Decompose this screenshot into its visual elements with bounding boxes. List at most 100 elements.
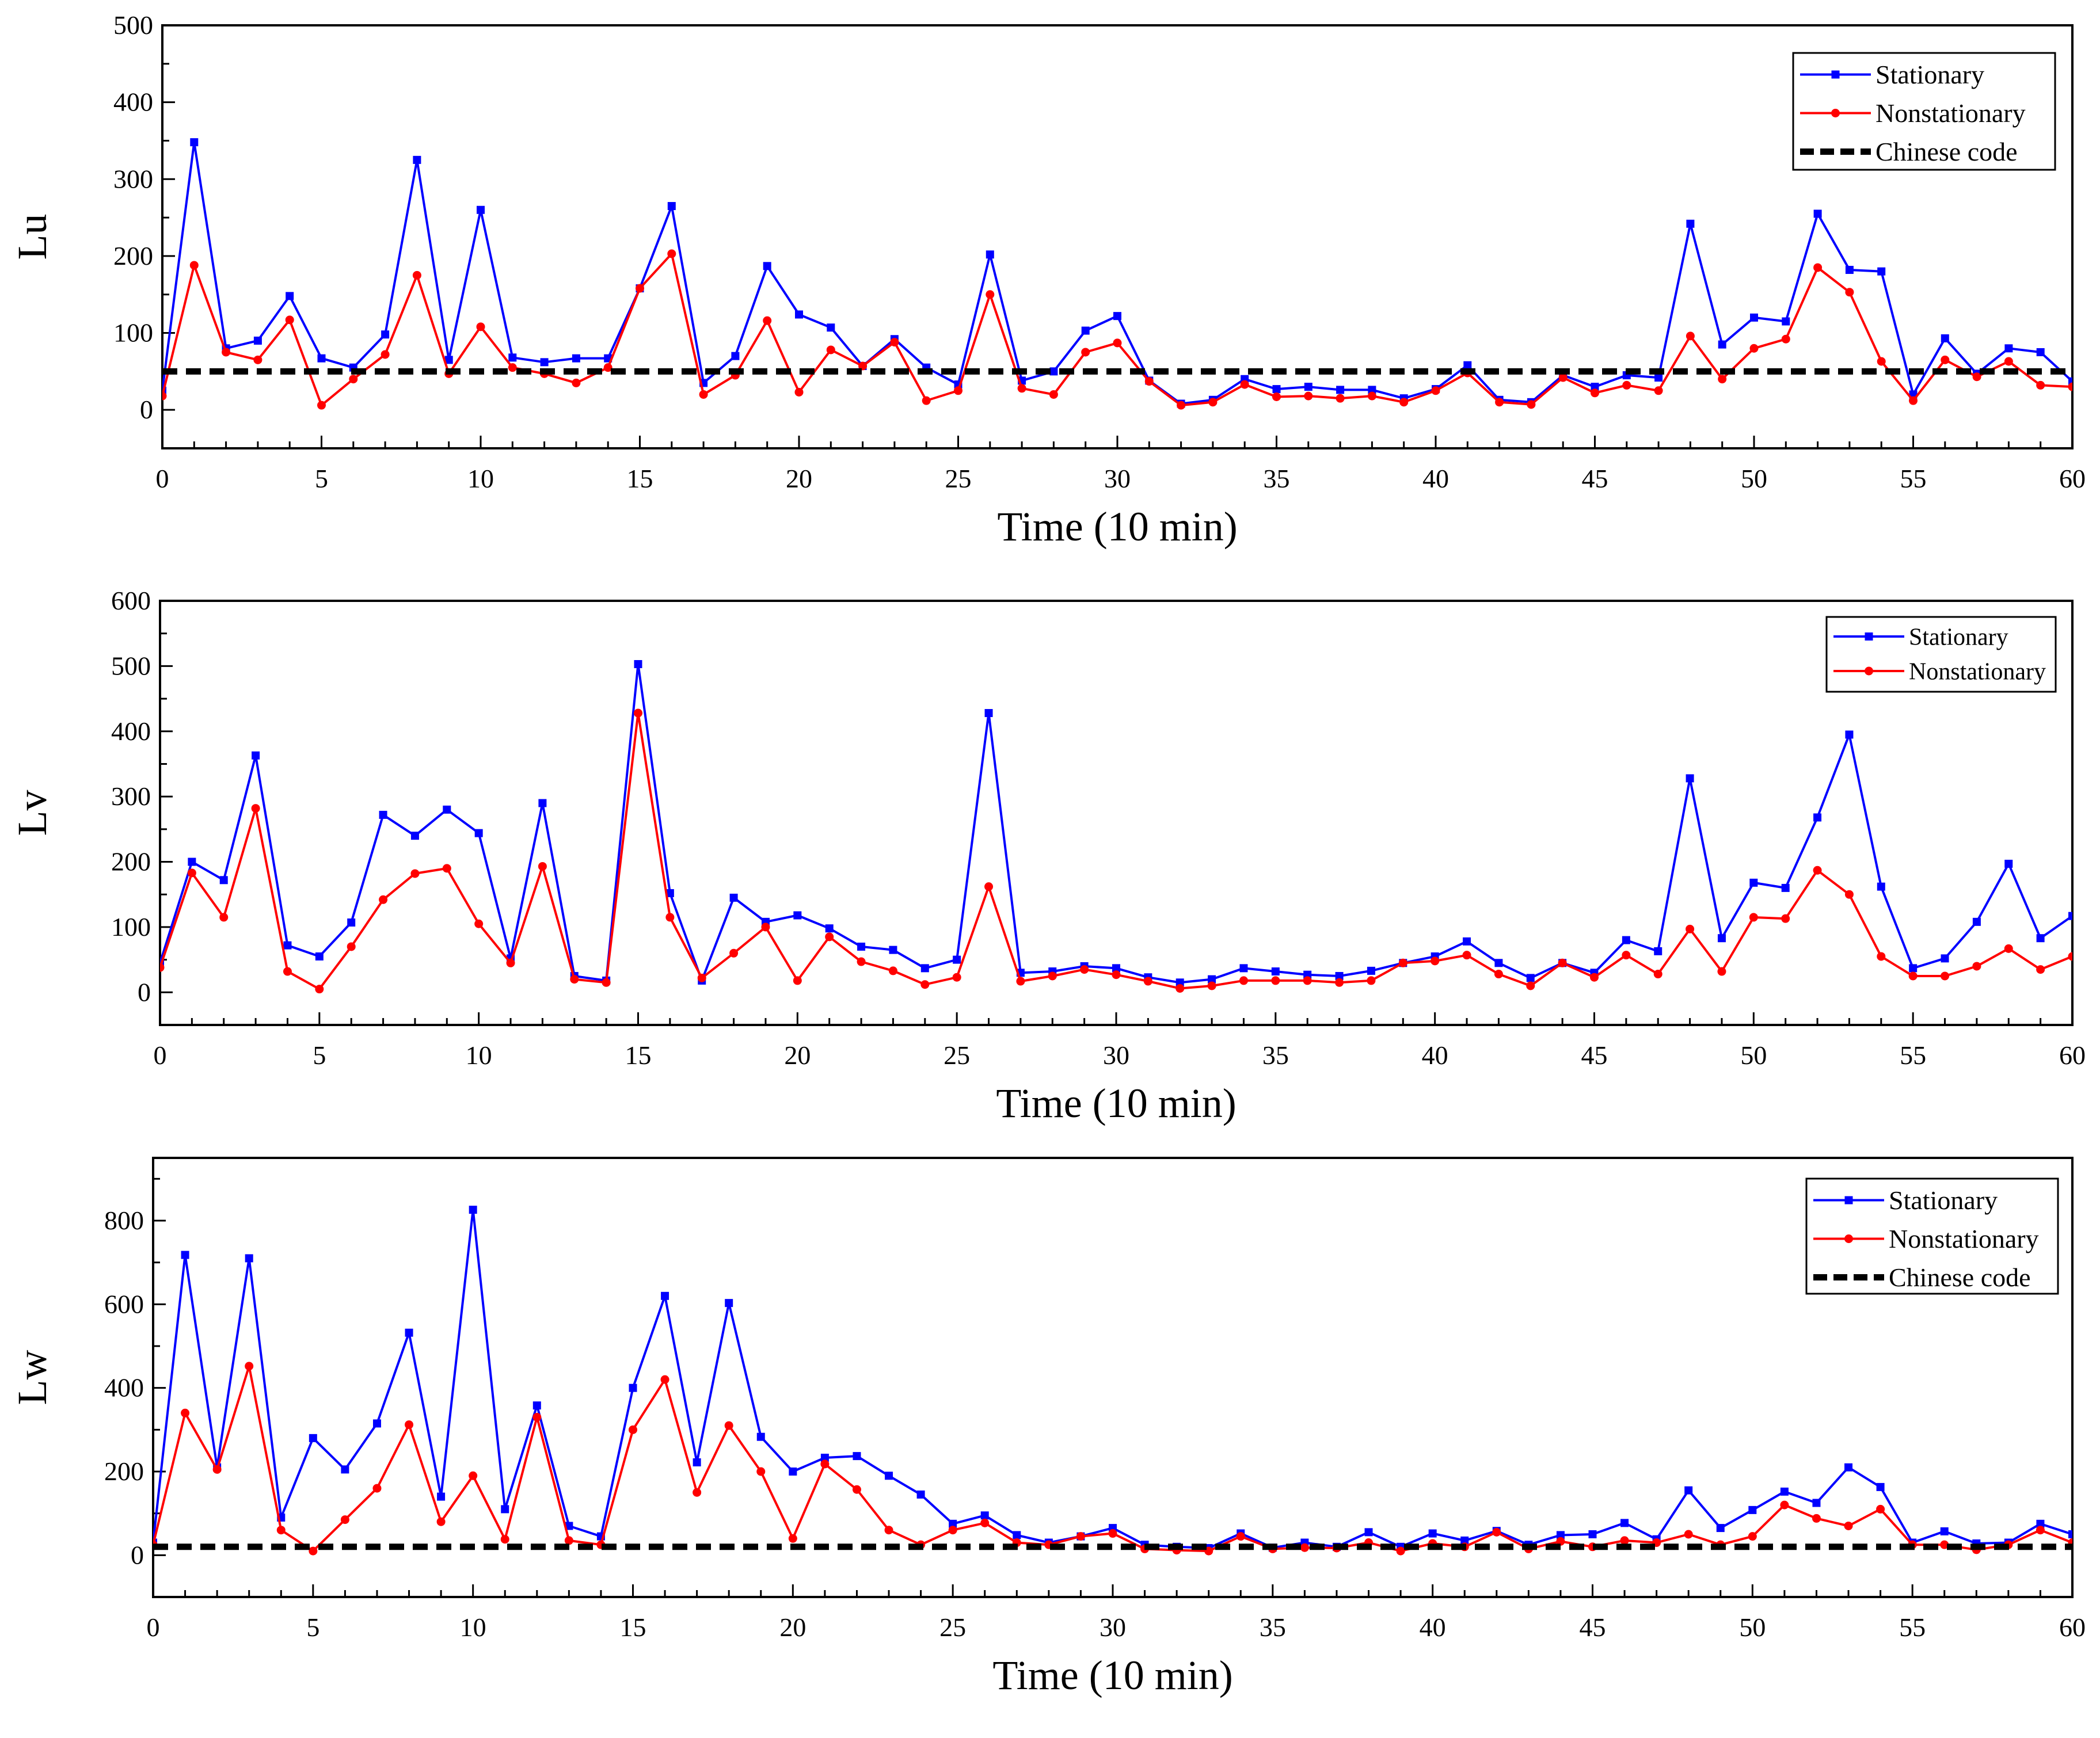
data-point-stationary bbox=[1844, 1463, 1853, 1472]
data-point-stationary bbox=[1622, 936, 1630, 944]
data-point-nonstationary bbox=[538, 862, 547, 871]
data-point-stationary bbox=[2036, 934, 2045, 943]
x-tick-label: 35 bbox=[1262, 1040, 1289, 1070]
data-point-stationary bbox=[665, 889, 674, 897]
y-tick-label: 100 bbox=[113, 318, 153, 348]
data-point-stationary bbox=[2036, 1519, 2045, 1528]
data-point-stationary bbox=[1175, 978, 1184, 987]
y-tick-label: 200 bbox=[111, 847, 151, 876]
data-point-nonstationary bbox=[506, 958, 515, 967]
legend: Stationary Nonstationary bbox=[1825, 616, 2057, 693]
data-point-nonstationary bbox=[1177, 401, 1186, 410]
data-point-nonstationary bbox=[1591, 388, 1599, 398]
data-point-nonstationary bbox=[1144, 377, 1154, 386]
data-point-nonstationary bbox=[1654, 386, 1663, 395]
data-point-stationary bbox=[693, 1458, 701, 1467]
legend-marker-circle bbox=[1865, 666, 1873, 676]
data-point-stationary bbox=[286, 292, 294, 300]
data-point-nonstationary bbox=[665, 913, 675, 922]
data-point-stationary bbox=[474, 829, 483, 837]
x-tick-label: 15 bbox=[625, 1040, 652, 1070]
data-point-stationary bbox=[920, 964, 929, 973]
x-tick-label: 30 bbox=[1103, 1040, 1129, 1070]
data-point-stationary bbox=[629, 1383, 637, 1392]
data-point-nonstationary bbox=[1622, 380, 1631, 390]
series-line-stationary bbox=[160, 663, 2072, 984]
plot-area bbox=[153, 1206, 2072, 1556]
data-point-nonstationary bbox=[1780, 1500, 1789, 1510]
x-tick-label: 5 bbox=[313, 1040, 326, 1070]
data-point-nonstationary bbox=[1431, 386, 1440, 395]
data-point-nonstationary bbox=[980, 1518, 990, 1527]
data-point-nonstationary bbox=[160, 963, 165, 972]
data-point-stationary bbox=[1876, 1482, 1885, 1491]
data-point-nonstationary bbox=[922, 396, 931, 405]
data-point-nonstationary bbox=[1558, 373, 1568, 382]
data-point-stationary bbox=[1303, 970, 1312, 979]
data-point-stationary bbox=[379, 810, 387, 819]
x-tick-label: 20 bbox=[779, 1613, 806, 1642]
data-point-nonstationary bbox=[1396, 1546, 1405, 1556]
data-point-nonstationary bbox=[1492, 1527, 1501, 1537]
data-point-stationary bbox=[1654, 947, 1663, 955]
data-point-stationary bbox=[405, 1328, 413, 1337]
legend: Stationary Nonstationary Chinese code bbox=[1792, 52, 2056, 171]
data-point-nonstationary bbox=[761, 923, 770, 932]
data-point-stationary bbox=[1526, 974, 1535, 982]
data-point-nonstationary bbox=[1813, 866, 1822, 875]
x-tick-label: 45 bbox=[1582, 464, 1608, 493]
x-tick-label: 25 bbox=[945, 464, 972, 493]
y-tick-label: 800 bbox=[104, 1206, 144, 1235]
data-point-stationary bbox=[413, 155, 421, 164]
data-point-stationary bbox=[1208, 975, 1216, 984]
data-point-stationary bbox=[1335, 971, 1344, 980]
x-tick-label: 0 bbox=[154, 1040, 167, 1070]
data-point-nonstationary bbox=[405, 1420, 414, 1430]
data-point-nonstationary bbox=[315, 985, 324, 994]
x-tick-label: 5 bbox=[306, 1613, 319, 1642]
data-point-nonstationary bbox=[1236, 1532, 1245, 1541]
legend-marker-square bbox=[1844, 1196, 1853, 1205]
x-tick-label: 35 bbox=[1264, 464, 1290, 493]
legend-label: Nonstationary bbox=[1875, 98, 2026, 128]
data-point-nonstationary bbox=[788, 1534, 797, 1543]
data-point-nonstationary bbox=[1495, 398, 1504, 407]
data-point-nonstationary bbox=[1081, 348, 1090, 357]
data-point-stationary bbox=[2068, 912, 2072, 920]
legend-box bbox=[1825, 616, 2057, 693]
data-point-stationary bbox=[827, 323, 835, 332]
data-point-nonstationary bbox=[476, 322, 485, 331]
data-point-stationary bbox=[1367, 966, 1375, 975]
x-tick-label: 10 bbox=[466, 1040, 492, 1070]
plot-area bbox=[160, 660, 2072, 994]
data-point-stationary bbox=[1463, 361, 1472, 369]
data-point-stationary bbox=[1494, 959, 1503, 967]
data-point-stationary bbox=[1750, 313, 1758, 322]
data-point-stationary bbox=[825, 924, 834, 933]
data-point-stationary bbox=[1620, 1519, 1629, 1527]
data-point-stationary bbox=[181, 1251, 189, 1259]
x-tick-label: 30 bbox=[1104, 464, 1131, 493]
data-point-stationary bbox=[252, 751, 260, 760]
y-tick-label: 600 bbox=[104, 1289, 144, 1318]
data-point-nonstationary bbox=[572, 378, 581, 387]
data-point-stationary bbox=[1686, 774, 1694, 783]
data-point-stationary bbox=[1113, 312, 1121, 321]
y-tick-label: 500 bbox=[111, 651, 151, 680]
data-point-nonstationary bbox=[2004, 944, 2013, 953]
data-point-stationary bbox=[437, 1492, 446, 1501]
data-point-stationary bbox=[953, 955, 961, 964]
y-tick-label: 300 bbox=[113, 164, 153, 193]
data-point-nonstationary bbox=[181, 1408, 190, 1417]
data-point-stationary bbox=[315, 952, 324, 961]
legend-label: Chinese code bbox=[1889, 1263, 2031, 1292]
data-point-nonstationary bbox=[697, 973, 706, 982]
data-point-stationary bbox=[1972, 917, 1981, 926]
data-point-stationary bbox=[984, 709, 993, 718]
data-point-nonstationary bbox=[1143, 977, 1152, 986]
data-point-stationary bbox=[634, 660, 642, 668]
data-point-stationary bbox=[501, 1505, 509, 1514]
data-point-nonstationary bbox=[660, 1375, 669, 1384]
x-tick-label: 15 bbox=[627, 464, 653, 493]
data-point-stationary bbox=[889, 946, 897, 954]
